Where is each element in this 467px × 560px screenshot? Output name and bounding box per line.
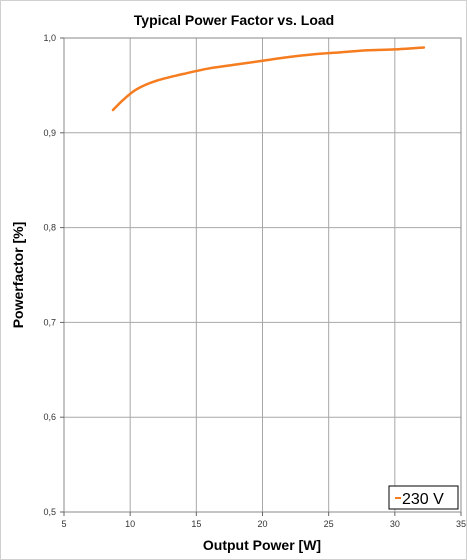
x-tick-label: 35 (456, 519, 466, 529)
x-axis-ticks: 5 10 15 20 25 30 35 (61, 512, 466, 529)
y-tick-label: 0,6 (43, 412, 56, 422)
x-tick-label: 5 (61, 519, 66, 529)
legend-label-230v: 230 V (402, 491, 444, 508)
y-axis-title: Powerfactor [%] (10, 222, 26, 329)
x-tick-label: 10 (125, 519, 135, 529)
y-tick-label: 0,9 (43, 128, 56, 138)
x-tick-label: 25 (324, 519, 334, 529)
series-layer (111, 46, 426, 112)
x-tick-label: 30 (390, 519, 400, 529)
legend: 230 V (388, 485, 459, 510)
series-line-230v (111, 46, 426, 112)
y-axis-ticks: 0,5 0,6 0,7 0,8 0,9 1,0 (43, 33, 64, 517)
y-tick-label: 0,7 (43, 317, 56, 327)
y-tick-label: 1,0 (43, 33, 56, 43)
y-tick-label: 0,8 (43, 223, 56, 233)
y-tick-label: 0,5 (43, 507, 56, 517)
chart-title: Typical Power Factor vs. Load (134, 12, 334, 28)
x-axis-title: Output Power [W] (203, 537, 321, 553)
x-tick-label: 15 (191, 519, 201, 529)
grid (64, 38, 461, 512)
x-tick-label: 20 (257, 519, 267, 529)
legend-box (388, 485, 459, 510)
